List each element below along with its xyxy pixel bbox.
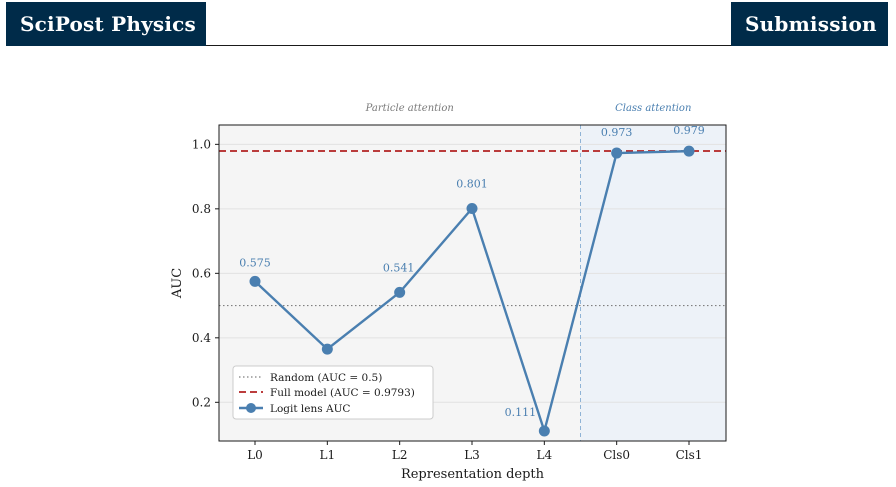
data-point-l4 bbox=[538, 425, 550, 437]
data-point-l0 bbox=[249, 275, 261, 287]
data-label-l0: 0.575 bbox=[239, 256, 271, 269]
class-attention-region bbox=[580, 125, 726, 441]
x-tick-label-l1: L1 bbox=[320, 448, 336, 462]
data-label-cls0: 0.973 bbox=[601, 126, 633, 139]
region-label-class-attention: Class attention bbox=[615, 103, 691, 114]
legend-marker-logit-lens bbox=[246, 403, 256, 413]
x-tick-label-cls0: Cls0 bbox=[603, 448, 630, 462]
submission-badge: Submission bbox=[731, 2, 888, 46]
data-point-l2 bbox=[394, 286, 406, 298]
y-tick-label: 0.2 bbox=[192, 395, 211, 409]
data-label-l4: 0.111 bbox=[505, 406, 537, 419]
y-tick-label: 0.6 bbox=[192, 266, 211, 280]
data-label-l3: 0.801 bbox=[456, 178, 488, 191]
legend-label-full-model: Full model (AUC = 0.9793) bbox=[270, 387, 415, 399]
legend-label-random: Random (AUC = 0.5) bbox=[270, 372, 382, 384]
data-point-l3 bbox=[466, 203, 478, 215]
data-point-cls1 bbox=[683, 145, 695, 157]
legend-label-logit-lens: Logit lens AUC bbox=[270, 403, 350, 415]
data-point-l1 bbox=[321, 343, 333, 355]
x-tick-label-l4: L4 bbox=[537, 448, 553, 462]
x-tick-label-l2: L2 bbox=[392, 448, 408, 462]
legend-box bbox=[232, 365, 434, 420]
data-label-l2: 0.541 bbox=[383, 261, 415, 274]
x-tick-label-l3: L3 bbox=[464, 448, 480, 462]
y-tick-label: 1.0 bbox=[192, 137, 211, 151]
region-label-particle-attention: Particle attention bbox=[365, 103, 454, 114]
data-label-cls1: 0.979 bbox=[673, 124, 705, 137]
header-rule bbox=[206, 45, 731, 46]
x-axis-label: Representation depth bbox=[401, 467, 545, 482]
x-tick-label-cls1: Cls1 bbox=[676, 448, 703, 462]
y-tick-label: 0.8 bbox=[192, 202, 211, 216]
data-point-cls0 bbox=[611, 147, 623, 159]
journal-title: SciPost Physics bbox=[6, 2, 206, 46]
y-tick-label: 0.4 bbox=[192, 331, 211, 345]
y-axis-label: AUC bbox=[170, 268, 185, 299]
x-tick-label-l0: L0 bbox=[247, 448, 263, 462]
